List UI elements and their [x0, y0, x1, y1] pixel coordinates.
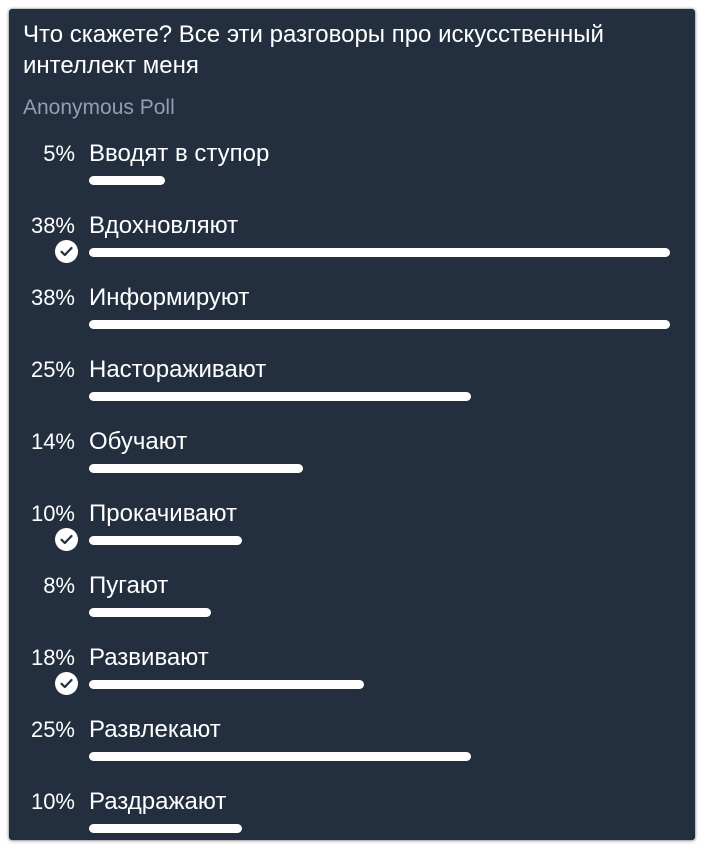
check-circle-icon: [55, 240, 78, 263]
option-result-bar: [89, 464, 303, 473]
option-label: Обучают: [89, 428, 188, 455]
check-circle-icon: [55, 528, 78, 551]
option-label: Развивают: [89, 644, 209, 671]
option-percent: 25%: [30, 357, 75, 382]
option-percent: 18%: [30, 645, 75, 670]
poll-option[interactable]: 5% Вводят в ступор: [9, 140, 695, 200]
option-result-bar: [89, 392, 471, 401]
option-label: Развлекают: [89, 716, 221, 743]
option-label: Вводят в ступор: [89, 140, 270, 167]
poll-option[interactable]: 18% Развивают: [9, 644, 695, 704]
option-result-bar: [89, 680, 364, 689]
poll-option[interactable]: 38% Информируют: [9, 284, 695, 344]
option-result-bar: [89, 752, 471, 761]
option-result-bar: [89, 824, 242, 833]
option-label: Прокачивают: [89, 500, 237, 527]
check-circle-icon: [55, 672, 78, 695]
poll-option[interactable]: 8% Пугают: [9, 572, 695, 632]
option-percent: 14%: [30, 429, 75, 454]
option-label: Вдохновляют: [89, 212, 239, 239]
poll-option[interactable]: 38% Вдохновляют: [9, 212, 695, 272]
option-percent: 5%: [43, 141, 75, 166]
option-percent: 38%: [30, 285, 75, 310]
option-label: Настораживают: [89, 356, 267, 383]
poll-option[interactable]: 14% Обучают: [9, 428, 695, 488]
option-percent: 10%: [30, 789, 75, 814]
option-label: Пугают: [89, 572, 169, 599]
option-percent: 8%: [43, 573, 75, 598]
poll-question: Что скажете? Все эти разговоры про искус…: [23, 21, 604, 79]
poll-option[interactable]: 10% Раздражают: [9, 788, 695, 848]
poll-option[interactable]: 25% Настораживают: [9, 356, 695, 416]
option-result-bar: [89, 320, 670, 329]
option-result-bar: [89, 176, 165, 185]
option-result-bar: [89, 536, 242, 545]
option-result-bar: [89, 608, 211, 617]
poll-option[interactable]: 25% Развлекают: [9, 716, 695, 776]
option-result-bar: [89, 248, 670, 257]
option-percent: 38%: [30, 213, 75, 238]
option-label: Информируют: [89, 284, 250, 311]
poll-option[interactable]: 10% Прокачивают: [9, 500, 695, 560]
poll-card: Что скажете? Все эти разговоры про искус…: [9, 9, 695, 840]
poll-type-label: Anonymous Poll: [23, 96, 175, 119]
option-percent: 25%: [30, 717, 75, 742]
option-percent: 10%: [30, 501, 75, 526]
option-label: Раздражают: [89, 788, 227, 815]
